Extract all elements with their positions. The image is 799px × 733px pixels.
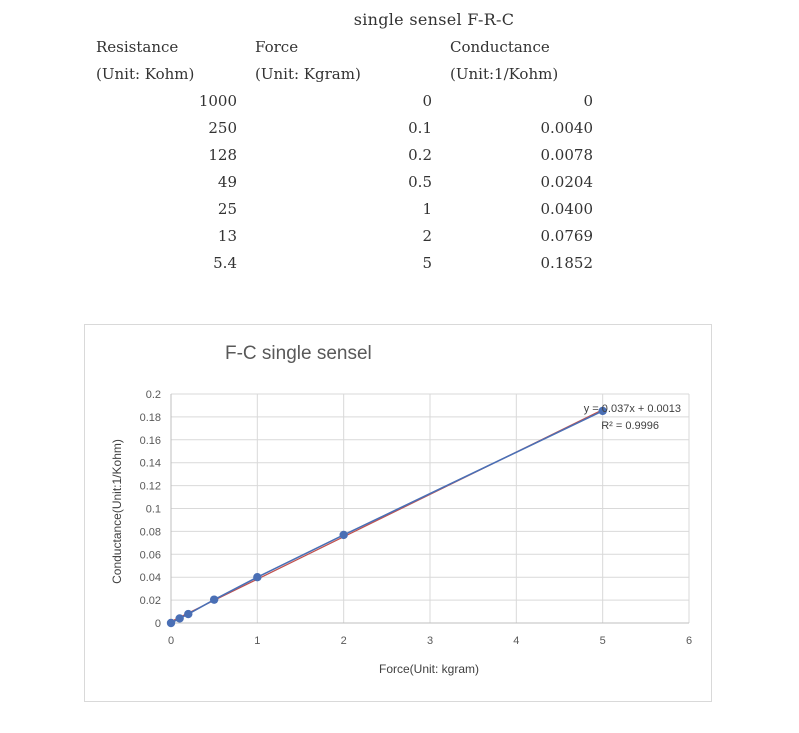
table-cell: 13 [217, 227, 237, 245]
y-tick-label: 0.18 [140, 412, 161, 424]
x-tick-label: 2 [341, 635, 347, 647]
data-point [209, 595, 219, 604]
table-cell: 5.4 [213, 254, 237, 272]
x-tick-label: 5 [600, 635, 606, 647]
y-tick-label: 0.12 [140, 481, 161, 493]
y-tick-label: 0 [155, 618, 161, 630]
table-cell: 2 [422, 227, 432, 245]
y-tick-label: 0.06 [140, 549, 161, 561]
table-cell: 0.2 [408, 146, 432, 164]
table-cell: 0.0078 [540, 146, 594, 164]
table-cell: 0 [422, 92, 432, 110]
header-conductance: Conductance [450, 38, 550, 56]
header-resistance: Resistance [96, 38, 179, 56]
x-axis-label: Force(Unit: kgram) [379, 662, 479, 676]
header-force: Force [255, 38, 299, 56]
data-point [598, 406, 607, 416]
data-point [175, 614, 184, 623]
data-point [184, 609, 193, 619]
x-tick-label: 6 [686, 635, 692, 647]
y-tick-label: 0.02 [140, 595, 161, 607]
x-tick-label: 0 [168, 635, 174, 647]
y-tick-label: 0.1 [146, 504, 161, 516]
unit-force: (Unit: Kgram) [255, 65, 361, 83]
y-tick-label: 0.16 [140, 435, 161, 447]
table-cell: 0 [583, 92, 593, 110]
x-tick-label: 1 [254, 635, 260, 647]
data-point [166, 618, 176, 628]
data-point [253, 573, 262, 582]
chart-frame: 0 0.02 0.04 0.06 0.08 0.1 0.12 0.14 0.16 0.18 0.2 0… [84, 324, 712, 702]
table-cell: 1000 [198, 92, 237, 110]
y-tick-label: 0.04 [140, 572, 161, 584]
table-title: single sensel F-R-C [353, 10, 515, 29]
y-tick-label: 0.2 [146, 389, 161, 401]
table-cell: 0.5 [408, 173, 432, 191]
table-cell: 128 [208, 146, 237, 164]
table-cell: 1 [422, 200, 432, 218]
table-cell: 0.1852 [540, 254, 594, 272]
unit-conductance: (Unit:1/Kohm) [450, 65, 559, 83]
data-point [339, 530, 348, 540]
trendline-equation: y = 0.037x + 0.0013 [584, 403, 681, 415]
table-cell: 49 [217, 173, 237, 191]
table-cell: 25 [217, 200, 237, 218]
table-cell: 0.0769 [540, 227, 594, 245]
trendline-r-squared: R² = 0.9996 [601, 420, 659, 432]
table-cell: 0.0204 [540, 173, 594, 191]
table-cell: 5 [422, 254, 432, 272]
table-cell: 250 [208, 119, 237, 137]
y-axis-label: Conductance(Unit:1/Kohm) [110, 439, 124, 584]
y-tick-label: 0.14 [140, 458, 161, 470]
chart-title: F-C single sensel [225, 343, 372, 364]
unit-resistance: (Unit: Kohm) [96, 65, 195, 83]
series-line [170, 410, 604, 624]
y-tick-label: 0.08 [140, 526, 161, 538]
chart-svg: 0 0.02 0.04 0.06 0.08 0.1 0.12 0.14 0.16 0.18 0.2 0… [110, 343, 692, 676]
table-cell: 0.0400 [540, 200, 594, 218]
x-tick-label: 3 [427, 635, 433, 647]
table-cell: 0.0040 [540, 119, 594, 137]
table-cell: 0.1 [408, 119, 432, 137]
x-tick-label: 4 [513, 635, 519, 647]
